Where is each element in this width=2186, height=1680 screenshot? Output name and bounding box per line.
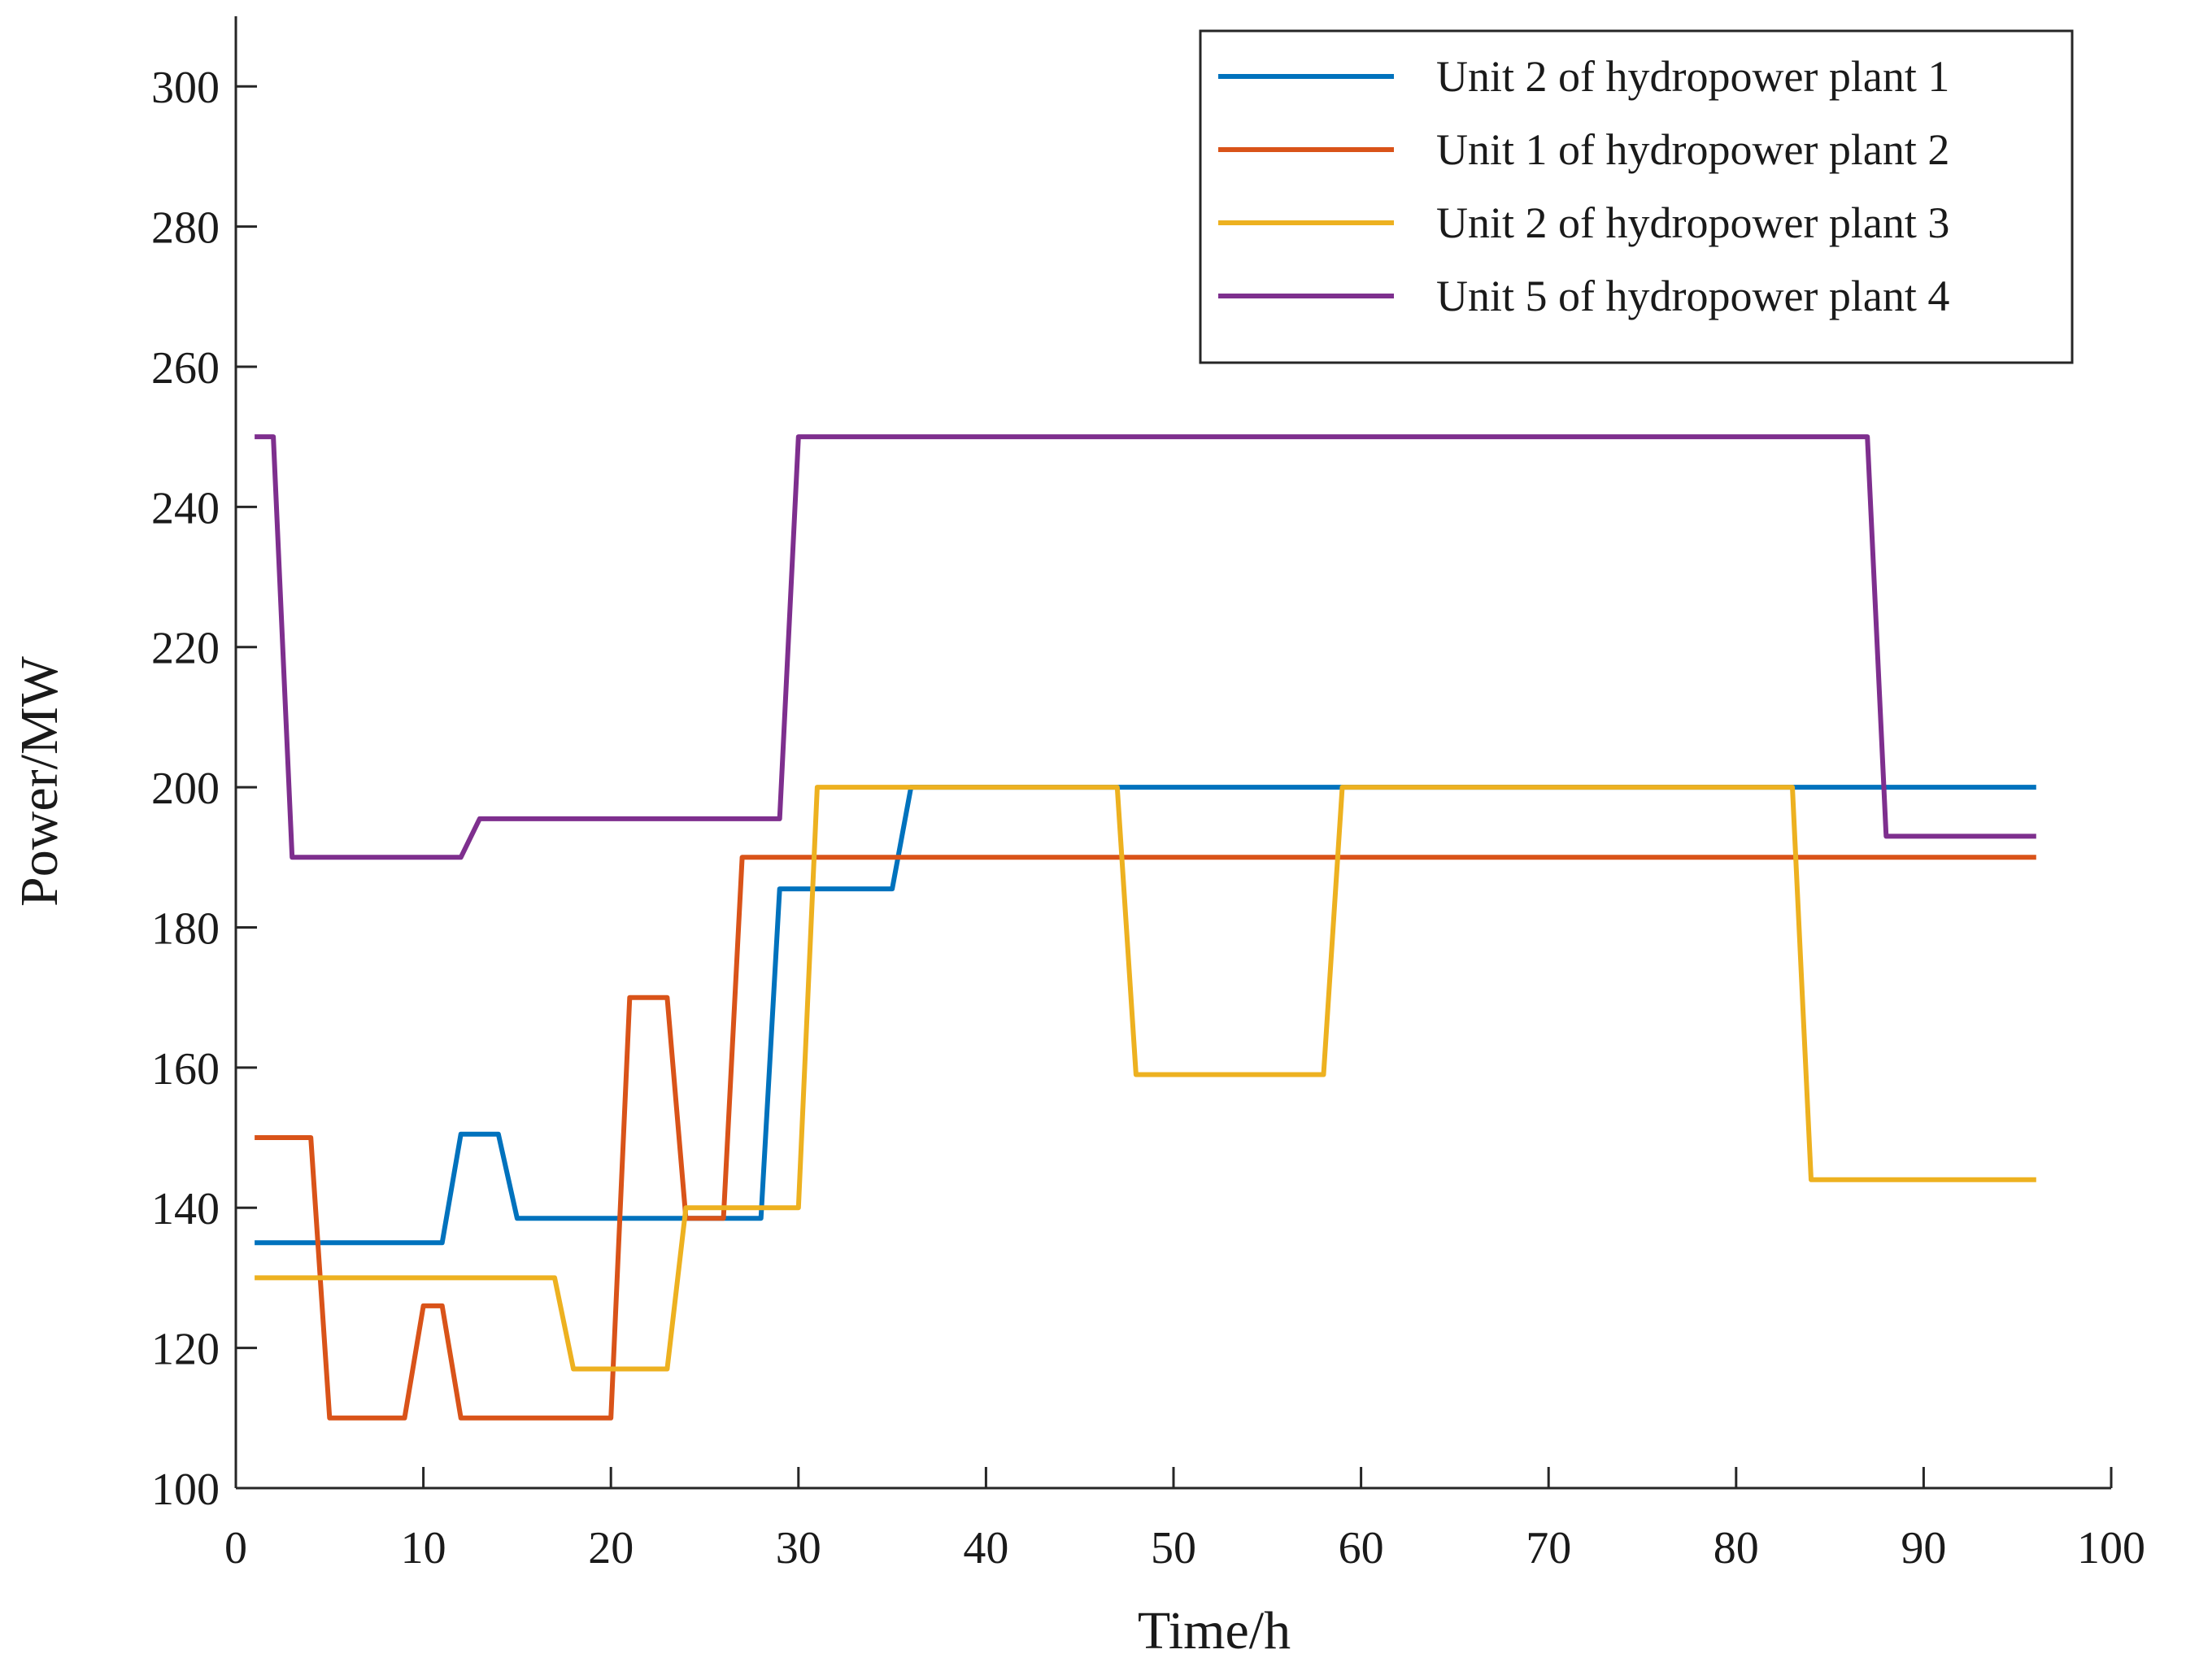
- legend-label-1: Unit 2 of hydropower plant 1: [1436, 52, 1949, 101]
- x-axis-label: Time/h: [1138, 1601, 1291, 1660]
- x-tick-label: 40: [963, 1523, 1008, 1573]
- x-tick-label: 10: [401, 1523, 446, 1573]
- y-tick-label: 100: [151, 1465, 220, 1515]
- y-tick-label: 280: [151, 203, 220, 254]
- x-tick-label: 80: [1714, 1523, 1759, 1573]
- x-tick-label: 20: [588, 1523, 634, 1573]
- series-line-3: [255, 785, 2036, 1372]
- x-tick-label: 60: [1339, 1523, 1384, 1573]
- y-tick-label: 240: [151, 483, 220, 533]
- x-tick-label: 0: [224, 1523, 247, 1573]
- legend-label-4: Unit 5 of hydropower plant 4: [1436, 272, 1949, 320]
- series-line-2: [255, 855, 2036, 1421]
- y-tick-label: 300: [151, 63, 220, 113]
- y-tick-label: 120: [151, 1325, 220, 1375]
- y-tick-label: 180: [151, 903, 220, 954]
- series-line-4: [255, 434, 2036, 860]
- axes: 0 10 20 30 40 50 60 70 80 90 100 100 120 140 160 180 200…: [151, 16, 2145, 1573]
- y-axis-label: Power/MW: [10, 655, 69, 907]
- x-tick-label: 70: [1526, 1523, 1571, 1573]
- y-tick-label: 220: [151, 624, 220, 674]
- y-tick-label: 260: [151, 343, 220, 394]
- legend: Unit 2 of hydropower plant 1 Unit 1 of hy…: [1199, 29, 2074, 364]
- series-group: [255, 434, 2036, 1421]
- legend-box: [1199, 29, 2074, 364]
- x-tick-label: 50: [1151, 1523, 1196, 1573]
- x-tick-label: 90: [1901, 1523, 1946, 1573]
- legend-label-2: Unit 1 of hydropower plant 2: [1436, 125, 1949, 174]
- x-tick-label: 30: [776, 1523, 821, 1573]
- y-tick-label: 200: [151, 764, 220, 814]
- series-line-1: [255, 785, 2036, 1246]
- legend-label-3: Unit 2 of hydropower plant 3: [1436, 198, 1949, 247]
- y-tick-label: 160: [151, 1044, 220, 1095]
- y-tick-label: 140: [151, 1184, 220, 1234]
- x-tick-label: 100: [2077, 1523, 2145, 1573]
